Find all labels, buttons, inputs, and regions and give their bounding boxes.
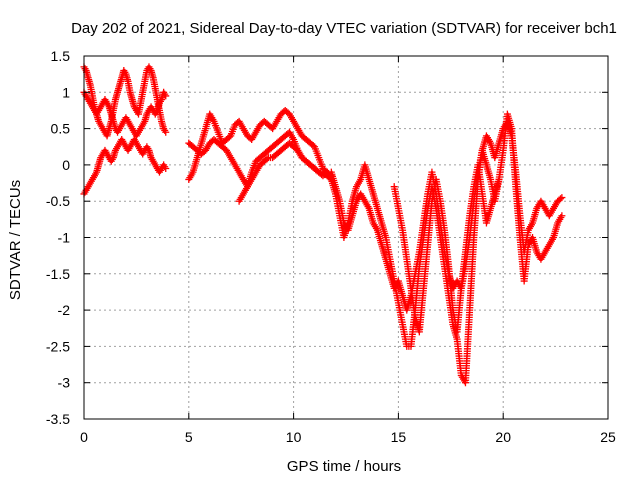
data-points: [80, 63, 566, 387]
x-tick-label: 25: [600, 429, 616, 445]
y-axis-title: SDTVAR / TECUs: [7, 180, 24, 300]
y-tick-label: 1: [62, 84, 70, 100]
y-tick-label: -1.5: [46, 266, 70, 282]
data-point: [162, 165, 170, 173]
y-tick-label: -3: [58, 375, 71, 391]
data-point: [558, 212, 566, 220]
y-tick-label: -3.5: [46, 411, 70, 427]
x-tick-label: 15: [391, 429, 407, 445]
y-tick-label: 0.5: [51, 121, 71, 137]
data-point-trace: [556, 195, 564, 203]
x-tick-label: 5: [185, 429, 193, 445]
data-point: [495, 175, 503, 183]
y-tick-label: 0: [62, 157, 70, 173]
y-tick-label: -2: [58, 302, 71, 318]
y-tick-label: -1: [58, 230, 71, 246]
x-tick-label: 10: [286, 429, 302, 445]
chart-title: Day 202 of 2021, Sidereal Day-to-day VTE…: [71, 20, 617, 37]
x-tick-label: 20: [495, 429, 511, 445]
data-point: [162, 92, 170, 100]
y-tick-label: -2.5: [46, 338, 70, 354]
axis-ticks: 0 5 10 15 20 25 1.5 1 0.5 0 -0.5 -1 -1.5 -2 -2.5 -3 -3.5: [46, 48, 616, 445]
data-point-trace: [263, 155, 271, 163]
data-point: [558, 194, 566, 202]
data-point: [162, 128, 170, 136]
x-axis-title: GPS time / hours: [287, 458, 401, 475]
y-tick-label: -0.5: [46, 193, 70, 209]
x-tick-label: 0: [80, 429, 88, 445]
data-point-trace: [313, 167, 321, 175]
y-tick-label: 1.5: [51, 48, 71, 64]
